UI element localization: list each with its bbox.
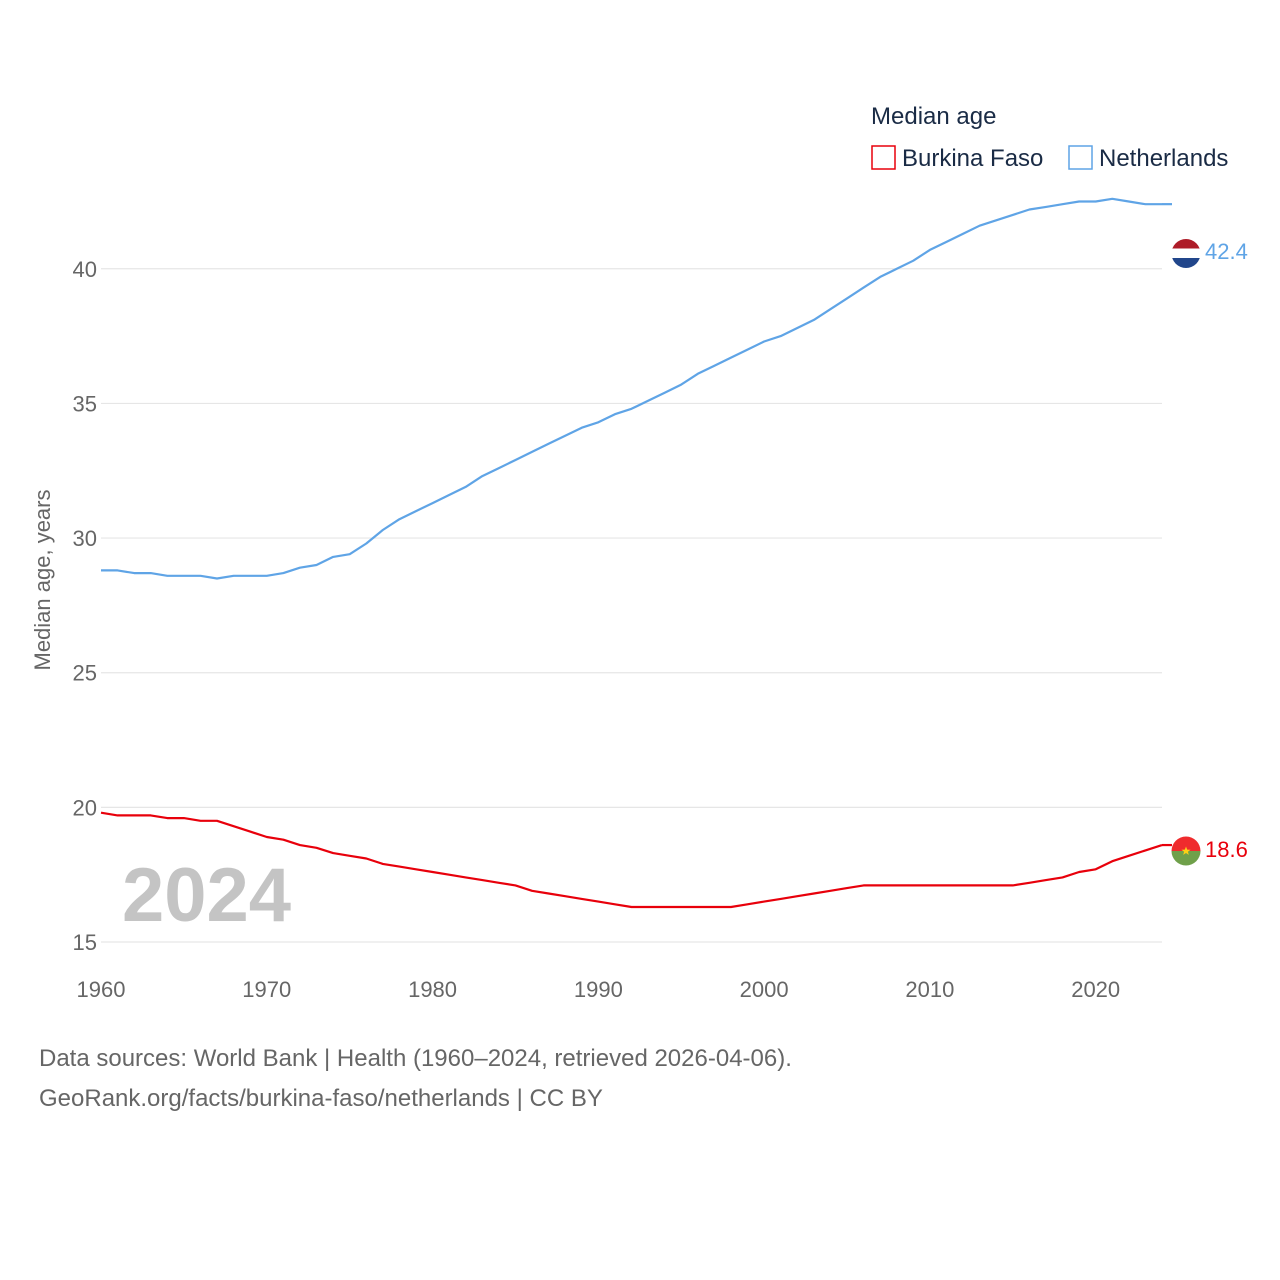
legend-label-netherlands: Netherlands — [1099, 145, 1228, 172]
legend-item-netherlands[interactable]: Netherlands — [1068, 145, 1228, 172]
legend-swatch-burkina-faso — [871, 145, 896, 170]
data-source-note: Data sources: World Bank | Health (1960–… — [39, 1045, 792, 1072]
y-tick-label: 40 — [73, 257, 97, 282]
source-link[interactable]: GeoRank.org/facts/burkina-faso/netherlan… — [39, 1085, 603, 1112]
x-tick-label: 1990 — [574, 977, 623, 1002]
x-tick-label: 1970 — [242, 977, 291, 1002]
legend-title: Median age — [871, 103, 996, 130]
y-tick-label: 25 — [73, 661, 97, 686]
end-label-netherlands: 42.4 — [1205, 239, 1248, 264]
year-watermark: 2024 — [122, 853, 291, 938]
y-axis-ticks: 15 20 25 30 35 40 — [73, 257, 97, 955]
legend-item-burkina-faso[interactable]: Burkina Faso — [871, 145, 1043, 172]
series-line-netherlands[interactable] — [101, 197, 1162, 580]
x-tick-label: 2010 — [905, 977, 954, 1002]
y-axis-title: Median age, years — [30, 490, 55, 671]
x-tick-label: 2000 — [740, 977, 789, 1002]
y-tick-label: 35 — [73, 391, 97, 416]
legend-swatch-netherlands — [1068, 145, 1093, 170]
x-axis-ticks: 1960 1970 1980 1990 2000 2010 2020 — [77, 977, 1121, 1002]
series-lines — [100, 197, 1172, 909]
y-tick-label: 30 — [73, 526, 97, 551]
x-tick-label: 1980 — [408, 977, 457, 1002]
x-tick-label: 1960 — [77, 977, 126, 1002]
series-line-burkina-faso[interactable] — [100, 811, 1163, 909]
legend: Median age Burkina Faso Netherlands — [871, 103, 1228, 172]
end-label-burkina-faso: 18.6 — [1205, 837, 1248, 862]
gridlines — [101, 268, 1162, 943]
y-tick-label: 20 — [73, 795, 97, 820]
x-tick-label: 2020 — [1071, 977, 1120, 1002]
burkina-faso-flag-icon — [1171, 836, 1201, 866]
netherlands-flag-icon — [1171, 239, 1201, 268]
y-tick-label: 15 — [73, 930, 97, 955]
legend-label-burkina-faso: Burkina Faso — [902, 145, 1043, 172]
star-icon — [1181, 846, 1191, 855]
